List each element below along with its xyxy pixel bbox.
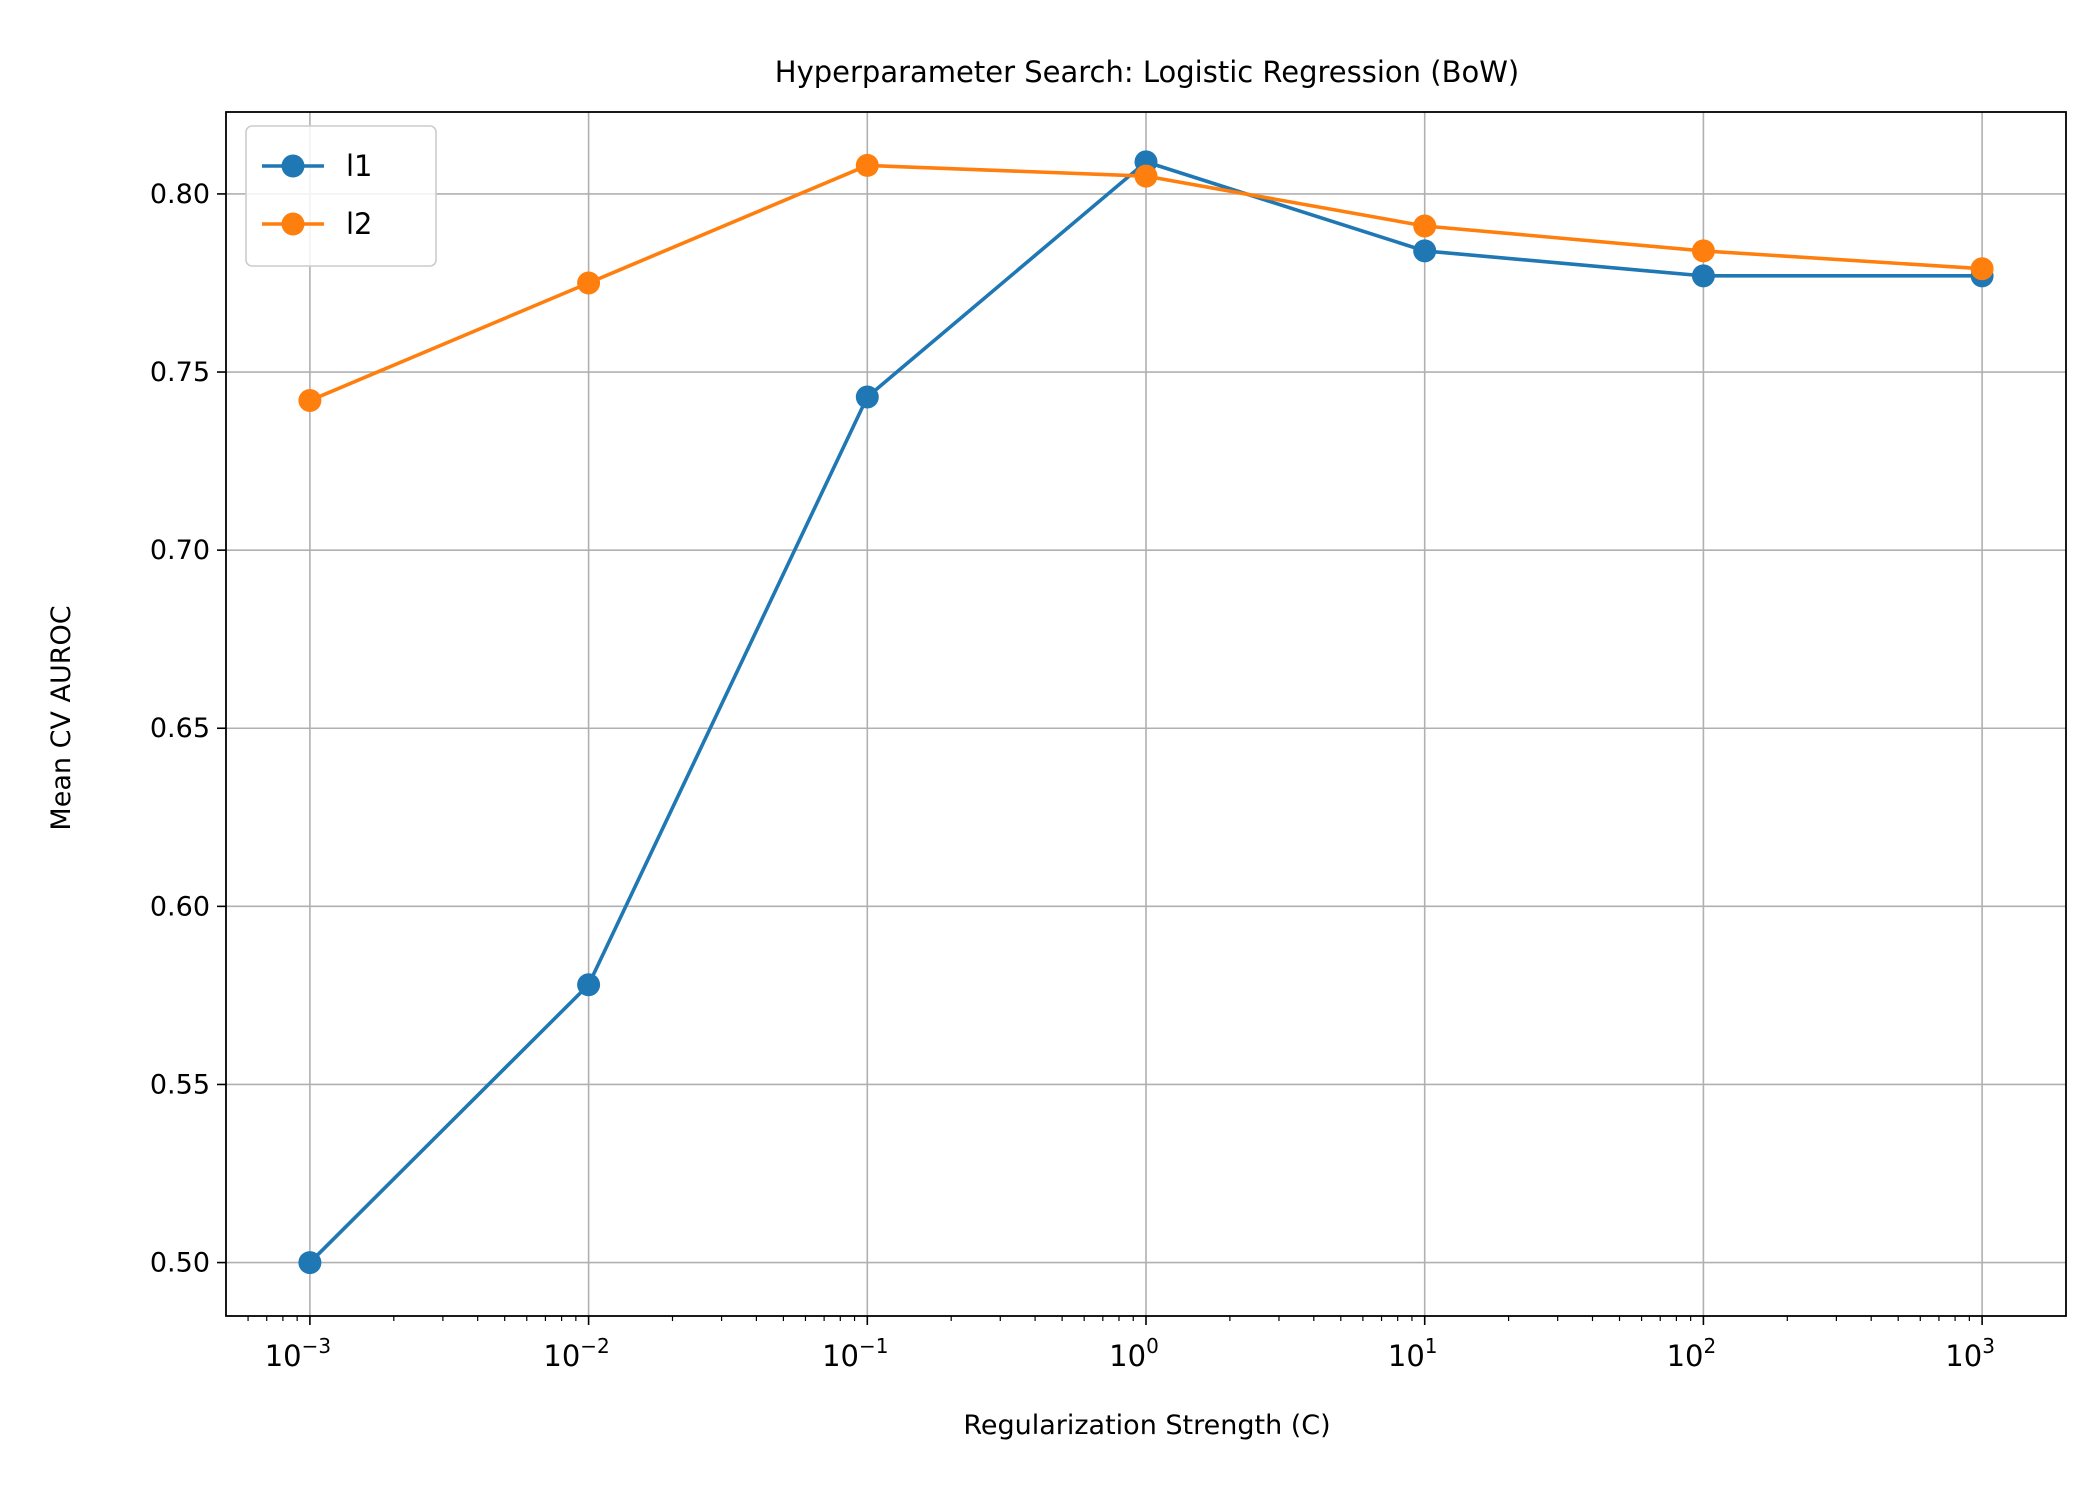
y-tick-label: 0.80 bbox=[150, 179, 210, 210]
data-point-l1 bbox=[855, 385, 879, 409]
grid bbox=[226, 112, 2066, 1316]
x-tick-label-base: 10 bbox=[543, 1339, 580, 1373]
legend-label-l2: l2 bbox=[346, 207, 373, 241]
x-tick-label-exponent: 0 bbox=[1146, 1334, 1159, 1358]
data-point-l1 bbox=[298, 1251, 322, 1275]
y-axis-label: Mean CV AUROC bbox=[46, 605, 77, 830]
data-point-l2 bbox=[1691, 239, 1715, 263]
y-tick-label: 0.65 bbox=[150, 713, 210, 744]
x-tick-label-exponent: 3 bbox=[1982, 1334, 1995, 1358]
y-tick-label: 0.70 bbox=[150, 535, 210, 566]
y-tick-label: 0.75 bbox=[150, 357, 210, 388]
x-tick-label-base: 10 bbox=[1388, 1339, 1425, 1373]
x-tick-label: 101 bbox=[1388, 1334, 1438, 1373]
data-point-l2 bbox=[855, 153, 879, 177]
legend-marker-l2 bbox=[281, 212, 305, 236]
x-axis-label: Regularization Strength (C) bbox=[963, 1410, 1330, 1441]
x-tick-label-base: 10 bbox=[1109, 1339, 1146, 1373]
data-point-l1 bbox=[1691, 264, 1715, 288]
x-tick-label: 102 bbox=[1667, 1334, 1717, 1373]
data-point-l1 bbox=[1413, 239, 1437, 263]
x-tick-label-base: 10 bbox=[822, 1339, 859, 1373]
x-tick-label-base: 10 bbox=[265, 1339, 302, 1373]
series-l2 bbox=[298, 153, 1994, 413]
legend-marker-l1 bbox=[281, 154, 305, 178]
x-tick-label-exponent: −1 bbox=[859, 1334, 888, 1358]
x-tick-label-exponent: 1 bbox=[1425, 1334, 1438, 1358]
x-tick-label-exponent: 2 bbox=[1703, 1334, 1716, 1358]
legend-box bbox=[245, 125, 437, 267]
x-tick-label: 10−2 bbox=[543, 1334, 609, 1373]
y-tick-label: 0.55 bbox=[150, 1069, 210, 1100]
legend: l1 l2 bbox=[245, 125, 437, 267]
x-tick-label: 10−1 bbox=[822, 1334, 888, 1373]
x-tick-label-exponent: −2 bbox=[580, 1334, 609, 1358]
y-tick-label: 0.60 bbox=[150, 891, 210, 922]
data-point-l2 bbox=[1970, 257, 1994, 281]
chart-title: Hyperparameter Search: Logistic Regressi… bbox=[775, 55, 1519, 89]
data-point-l1 bbox=[577, 973, 601, 997]
data-point-l2 bbox=[1413, 214, 1437, 238]
y-tick-label: 0.50 bbox=[150, 1248, 210, 1279]
data-point-l2 bbox=[298, 389, 322, 413]
data-point-l2 bbox=[577, 271, 601, 295]
x-tick-label-base: 10 bbox=[1667, 1339, 1704, 1373]
x-tick-label-base: 10 bbox=[1945, 1339, 1982, 1373]
legend-label-l1: l1 bbox=[346, 149, 373, 183]
x-tick-label: 100 bbox=[1109, 1334, 1159, 1373]
x-tick-label-exponent: −3 bbox=[302, 1334, 331, 1358]
data-point-l2 bbox=[1134, 164, 1158, 188]
x-tick-label: 103 bbox=[1945, 1334, 1995, 1373]
series-group bbox=[298, 150, 1994, 1275]
x-tick-label: 10−3 bbox=[265, 1334, 331, 1373]
